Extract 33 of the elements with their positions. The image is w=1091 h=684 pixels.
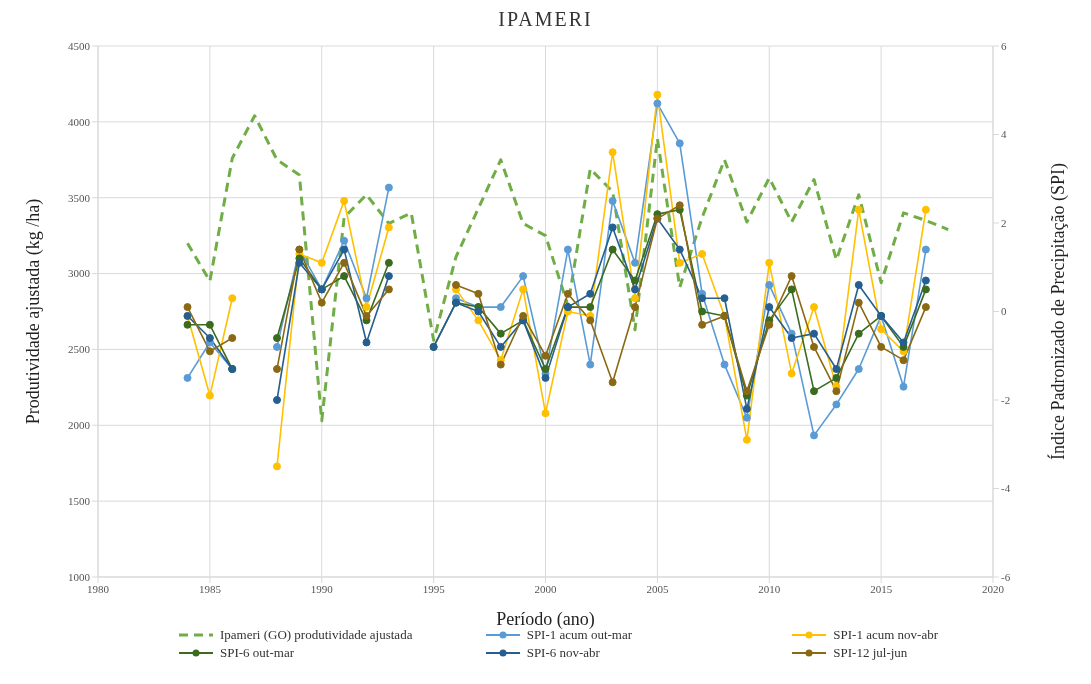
y-axis-title: Produtividade ajustada (kg /ha) — [23, 198, 45, 425]
y2-axis-title: Índice Padronizado de Precipitação (SPI) — [1047, 163, 1070, 460]
y2-tick-label: 2 — [1001, 216, 1007, 229]
x-tick-label: 1980 — [87, 582, 110, 595]
x-tick-label: 2000 — [534, 582, 557, 595]
x-tick-label: 1995 — [422, 582, 446, 595]
y-tick-label: 4000 — [68, 115, 91, 128]
legend-label: SPI-6 out-mar — [220, 645, 295, 661]
x-tick-label: 2005 — [646, 582, 669, 595]
x-tick-label: 2015 — [870, 582, 893, 595]
legend-label: SPI-12 jul-jun — [833, 645, 908, 661]
y-tick-label: 3500 — [68, 191, 91, 204]
y-tick-label: 1500 — [68, 495, 91, 508]
legend-label: SPI-1 acum nov-abr — [833, 627, 939, 643]
y-tick-label: 4500 — [68, 39, 91, 52]
x-axis-title: Período (ano) — [496, 609, 595, 630]
chart-title: IPAMERI — [497, 8, 594, 32]
y2-tick-label: -2 — [1001, 393, 1011, 406]
y-tick-label: 2500 — [68, 343, 91, 356]
legend-label: Ipameri (GO) produtividade ajustada — [220, 627, 413, 643]
x-tick-label: 1990 — [310, 582, 334, 595]
y-tick-label: 3000 — [68, 267, 91, 280]
y2-tick-label: -4 — [1001, 482, 1011, 495]
y2-tick-label: 6 — [1001, 39, 1007, 52]
y2-tick-label: 0 — [1001, 305, 1007, 318]
y2-tick-label: -6 — [1001, 570, 1011, 583]
x-tick-label: 2020 — [982, 582, 1005, 595]
x-tick-label: 2010 — [758, 582, 781, 595]
y2-tick-label: 4 — [1001, 128, 1007, 141]
y-tick-label: 2000 — [68, 419, 91, 432]
y-tick-label: 1000 — [68, 570, 91, 583]
x-tick-label: 1985 — [198, 582, 222, 595]
legend-label: SPI-6 nov-abr — [526, 645, 600, 661]
